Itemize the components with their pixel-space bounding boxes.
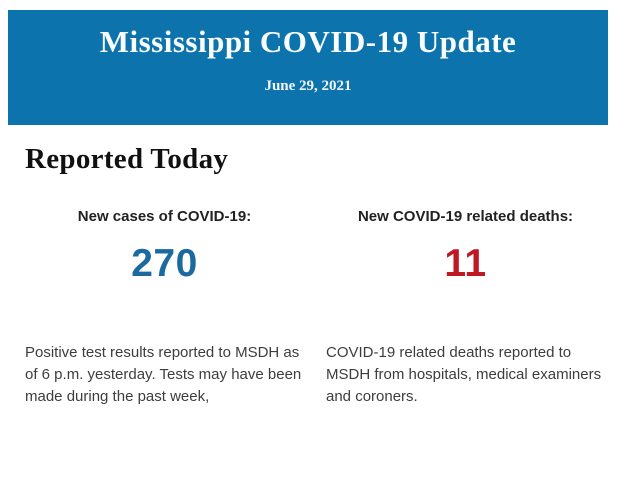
page: Mississippi COVID-19 Update June 29, 202… [0,10,620,493]
new-cases-label: New cases of COVID-19: [77,208,252,225]
section-heading: Reported Today [25,143,229,175]
main-content: Reported Today New cases of COVID-19: 27… [0,125,620,408]
stat-new-deaths: New COVID-19 related deaths: 11 COVID-19… [326,208,605,408]
new-deaths-description: COVID-19 related deaths reported to MSDH… [326,344,602,405]
page-title: Mississippi COVID-19 Update [99,24,517,59]
new-cases-value: 270 [131,242,198,285]
new-cases-description: Positive test results reported to MSDH a… [25,344,302,405]
new-deaths-value: 11 [444,242,487,285]
new-deaths-label: New COVID-19 related deaths: [357,208,574,225]
report-date: June 29, 2021 [264,78,352,94]
header-banner: Mississippi COVID-19 Update June 29, 202… [8,10,608,125]
stats-grid: New cases of COVID-19: 270 Positive test… [25,208,605,408]
stat-new-cases: New cases of COVID-19: 270 Positive test… [25,208,304,408]
